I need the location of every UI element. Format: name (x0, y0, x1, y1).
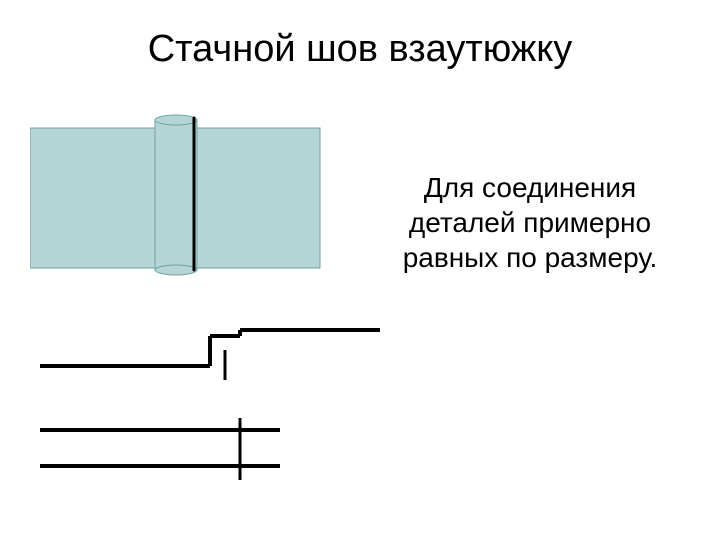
seam-top-diagram (30, 110, 330, 280)
slide-title: Стачной шов взаутюжку (0, 28, 720, 71)
seam-cross-section-2 (20, 410, 360, 510)
body-text: Для соединения деталей примерно равных п… (370, 170, 690, 275)
seam-cross-section-1 (20, 310, 400, 420)
slide: Стачной шов взаутюжку Для соединения дет… (0, 0, 720, 540)
